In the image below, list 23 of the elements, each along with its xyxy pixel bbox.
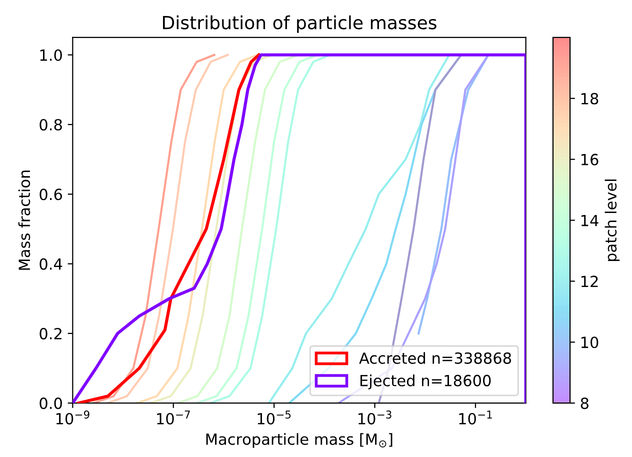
y-tick-label: 1.0 xyxy=(40,49,62,61)
x-tick-label: 10$^{−7}$ xyxy=(157,410,190,425)
y-tick-label: 0.6 xyxy=(40,188,62,200)
x-tick-label: 10$^{−1}$ xyxy=(459,410,492,425)
y-tick-label: 0.0 xyxy=(40,398,62,410)
y-axis-title: Mass fraction xyxy=(18,170,30,270)
color-bar-label: 8 xyxy=(580,398,588,410)
x-tick-label: 10$^{−5}$ xyxy=(258,410,291,425)
chart-title: Distribution of particle masses xyxy=(163,15,436,33)
y-tick-label: 0.8 xyxy=(40,118,62,131)
x-tick-label: 10$^{−9}$ xyxy=(56,410,90,425)
color-bar-title: patch level xyxy=(604,180,620,262)
color-bar-label: 12 xyxy=(581,276,598,288)
color-bar-label: 10 xyxy=(581,336,598,348)
legend-label: Ejected n=18600 xyxy=(360,374,491,390)
legend-label: Accreted n=338868 xyxy=(359,352,512,364)
color-bar-label: 18 xyxy=(581,92,598,104)
color-bar-label: 16 xyxy=(581,154,598,166)
y-tick-label: 0.2 xyxy=(40,328,62,340)
x-tick-label: 10$^{−3}$ xyxy=(358,410,392,425)
color-bar-label: 14 xyxy=(581,214,598,226)
y-tick-label: 0.4 xyxy=(40,258,62,270)
x-axis-title: Macroparticle mass [M$_{⊙}$] xyxy=(206,433,392,448)
